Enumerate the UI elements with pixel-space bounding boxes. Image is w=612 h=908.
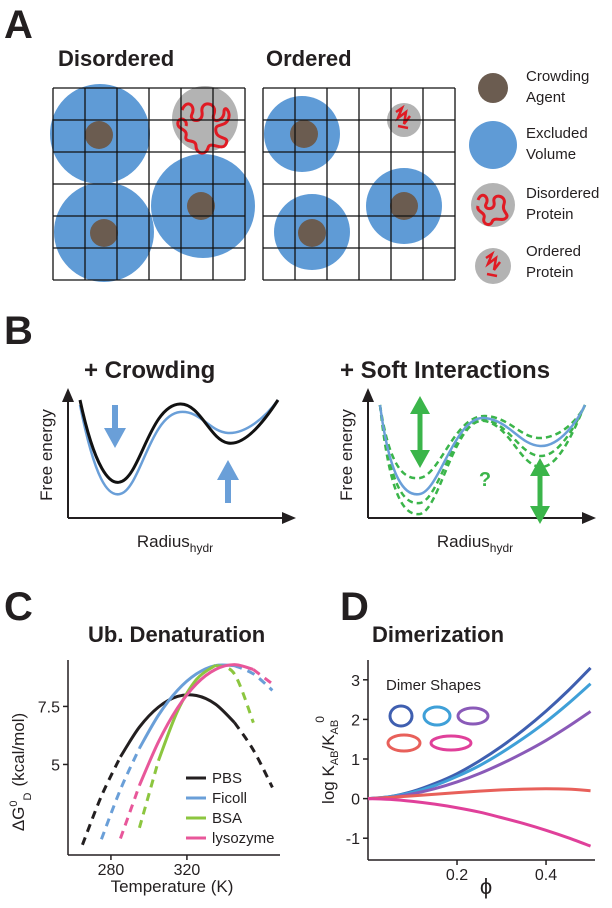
disordered-box (50, 84, 255, 282)
panel-label: B (4, 309, 33, 353)
panel-title: Ordered (266, 46, 352, 71)
dashed-line (233, 721, 274, 789)
panel-label: A (4, 3, 33, 47)
panel-title: Disordered (58, 46, 174, 71)
y-label-sub: AB (329, 720, 341, 735)
legend-text: Crowding (526, 68, 589, 85)
panel-title: + Soft Interactions (340, 357, 550, 384)
y-axis-label: ΔG0D (kcal/mol) (8, 713, 34, 831)
y-label-sub: AB (329, 751, 341, 766)
y-label-sup: 0 (313, 716, 327, 723)
x-axis-label: Temperature (K) (111, 877, 234, 896)
annotation: Dimer Shapes (386, 677, 481, 694)
x-axis-label-main: Radius (137, 532, 190, 551)
dimer-shape-icon (388, 704, 414, 728)
legend-text: Volume (526, 146, 576, 163)
x-tick-label: 0.4 (535, 867, 557, 884)
x-axis-label-sub: hydr (490, 541, 513, 555)
dimer-shape-icon (429, 734, 473, 752)
annotation: ? (479, 469, 491, 491)
x-axis-label: ϕ (480, 874, 492, 899)
y-tick-label: 0 (351, 792, 360, 809)
y-label-sub: D (22, 792, 34, 800)
legend-text: Protein (526, 264, 574, 281)
dashed-line (119, 784, 141, 840)
dashed-line (214, 663, 255, 724)
panel-title: + Crowding (84, 357, 215, 384)
legend-text: Excluded (526, 125, 588, 142)
legend-text: Disordered (526, 185, 599, 202)
dashed-line (233, 664, 274, 692)
x-tick-label: 280 (98, 862, 125, 879)
line (367, 797, 592, 848)
legend-label: lysozyme (212, 830, 275, 847)
y-tick-label: -1 (346, 831, 360, 848)
x-axis-label: Radiushydr (437, 532, 513, 555)
legend-label: Ficoll (212, 790, 247, 807)
panel-a-legend: Crowding Agent Excluded Volume Disordere… (469, 68, 599, 284)
energy-diagram-left: Free energy Radiushydr (37, 388, 296, 555)
dimer-shape-icon (386, 733, 422, 753)
x-tick-label: 320 (174, 862, 201, 879)
x-tick-label: 0.2 (446, 867, 468, 884)
line (138, 663, 254, 786)
panel-label: D (340, 585, 369, 629)
ordered-box (262, 87, 456, 281)
y-tick-label: 7.5 (38, 699, 60, 716)
y-label-unit: (kcal/mol) (9, 713, 28, 787)
line (119, 693, 236, 758)
dimer-shape-icon (422, 705, 452, 727)
line (367, 787, 591, 801)
legend-text: Ordered (526, 243, 581, 260)
dashed-line (81, 756, 122, 846)
y-label-slash: /K (319, 734, 338, 751)
y-tick-label: 1 (351, 752, 360, 769)
legend-label: PBS (212, 770, 242, 787)
y-label-sup: 0 (8, 800, 20, 806)
x-axis-label-main: Radius (437, 532, 490, 551)
energy-diagram-right: ? Free energy Radiushydr (337, 388, 596, 555)
y-axis-label: log KAB/KAB0 (313, 716, 341, 804)
x-axis-label: Radiushydr (137, 532, 213, 555)
y-axis-label: Free energy (37, 409, 56, 501)
dashed-line (137, 760, 160, 829)
panel-label: C (4, 585, 33, 629)
x-axis-label-sub: hydr (190, 541, 213, 555)
legend-text: Protein (526, 206, 574, 223)
chart-title: Dimerization (372, 622, 504, 647)
dashed-line (252, 668, 274, 686)
y-tick-label: 5 (51, 757, 60, 774)
legend-label: BSA (212, 810, 242, 827)
y-label-symbol: ΔG (9, 807, 28, 832)
y-tick-label: 2 (351, 712, 360, 729)
dimer-shape-icon (456, 706, 490, 726)
y-axis-label: Free energy (337, 409, 356, 501)
legend-text: Agent (526, 89, 566, 106)
y-tick-label: 3 (351, 673, 360, 690)
chart-title: Ub. Denaturation (88, 622, 265, 647)
y-label-main: log K (319, 765, 338, 804)
dashed-line (100, 747, 141, 840)
